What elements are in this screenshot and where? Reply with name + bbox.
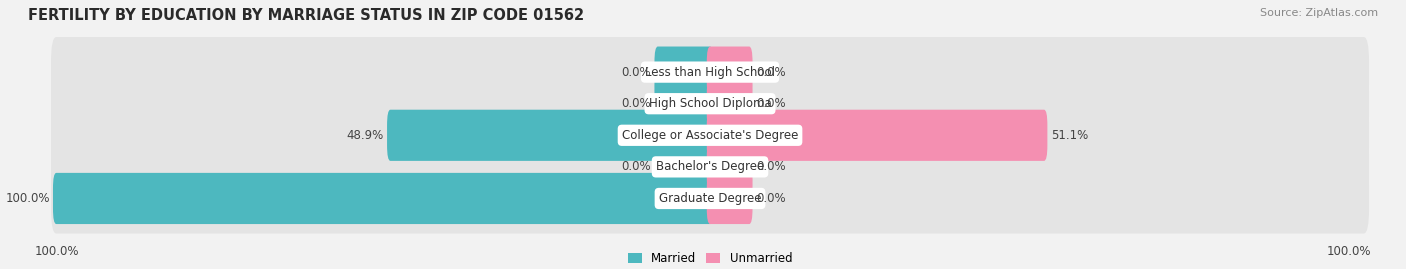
FancyBboxPatch shape [654,78,713,129]
Text: 51.1%: 51.1% [1050,129,1088,142]
FancyBboxPatch shape [387,110,713,161]
Legend: Married, Unmarried: Married, Unmarried [623,247,797,269]
FancyBboxPatch shape [707,141,752,192]
FancyBboxPatch shape [654,47,713,98]
FancyBboxPatch shape [707,173,752,224]
FancyBboxPatch shape [51,163,1369,233]
Text: Graduate Degree: Graduate Degree [659,192,761,205]
FancyBboxPatch shape [51,132,1369,202]
FancyBboxPatch shape [51,37,1369,107]
FancyBboxPatch shape [707,47,752,98]
Text: 0.0%: 0.0% [756,66,786,79]
FancyBboxPatch shape [707,110,1047,161]
Text: 100.0%: 100.0% [35,245,80,258]
Text: 48.9%: 48.9% [346,129,384,142]
Text: 0.0%: 0.0% [621,97,651,110]
Text: High School Diploma: High School Diploma [648,97,772,110]
Text: Source: ZipAtlas.com: Source: ZipAtlas.com [1260,8,1378,18]
FancyBboxPatch shape [53,173,713,224]
Text: FERTILITY BY EDUCATION BY MARRIAGE STATUS IN ZIP CODE 01562: FERTILITY BY EDUCATION BY MARRIAGE STATU… [28,8,585,23]
Text: 0.0%: 0.0% [756,192,786,205]
Text: 0.0%: 0.0% [756,160,786,174]
FancyBboxPatch shape [654,141,713,192]
FancyBboxPatch shape [707,78,752,129]
Text: 0.0%: 0.0% [756,97,786,110]
FancyBboxPatch shape [51,69,1369,139]
Text: 100.0%: 100.0% [6,192,49,205]
Text: Less than High School: Less than High School [645,66,775,79]
Text: 0.0%: 0.0% [621,160,651,174]
Text: 100.0%: 100.0% [1326,245,1371,258]
Text: College or Associate's Degree: College or Associate's Degree [621,129,799,142]
Text: Bachelor's Degree: Bachelor's Degree [657,160,763,174]
FancyBboxPatch shape [51,100,1369,170]
Text: 0.0%: 0.0% [621,66,651,79]
